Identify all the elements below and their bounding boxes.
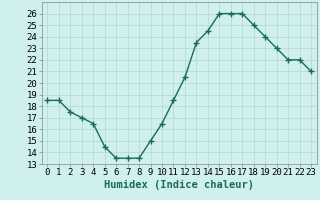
X-axis label: Humidex (Indice chaleur): Humidex (Indice chaleur): [104, 180, 254, 190]
